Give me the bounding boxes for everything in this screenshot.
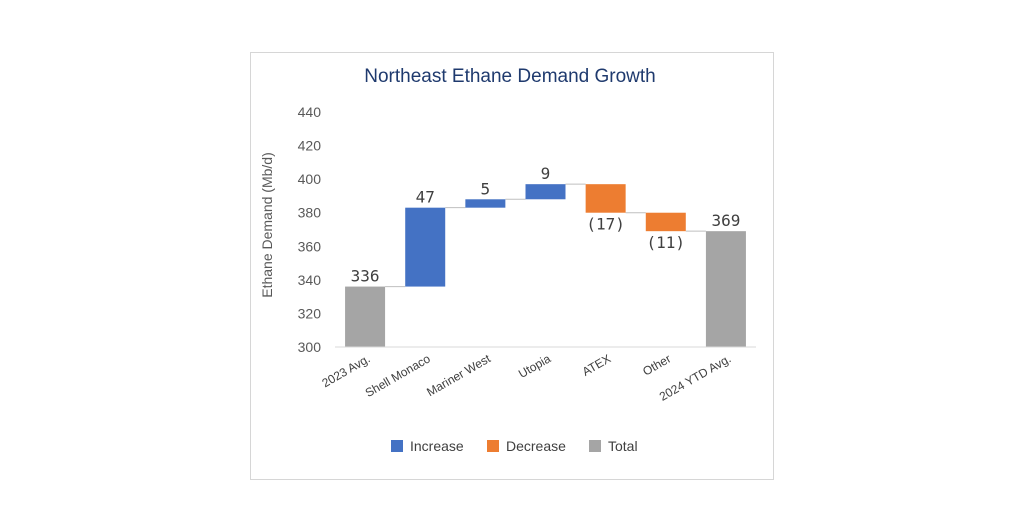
y-axis-label: Ethane Demand (Mb/d) [259, 152, 275, 298]
y-tick-label: 340 [298, 272, 322, 288]
chart-title: Northeast Ethane Demand Growth [364, 66, 656, 87]
bar-decrease [585, 184, 626, 213]
bar-increase [465, 199, 506, 208]
legend-label-increase: Increase [410, 438, 464, 454]
y-tick-label: 360 [298, 238, 322, 254]
y-tick-label: 300 [298, 339, 322, 355]
bar-total [705, 231, 746, 347]
category-label: Other [640, 351, 673, 378]
category-label: Shell Monaco [363, 351, 433, 400]
bar-increase [405, 207, 446, 287]
y-tick-label: 380 [298, 205, 322, 221]
bar-total [345, 286, 386, 347]
category-label: 2023 Avg. [320, 351, 373, 390]
y-tick-label: 320 [298, 305, 322, 321]
category-label: Mariner West [424, 351, 493, 399]
data-label: 9 [541, 164, 551, 183]
data-label: (17) [586, 215, 625, 234]
data-label: 5 [481, 179, 491, 198]
data-label: 336 [351, 267, 380, 286]
legend-swatch-total [589, 440, 601, 452]
y-tick-label: 440 [298, 104, 322, 120]
data-label: 369 [711, 211, 740, 230]
data-label: (11) [647, 233, 686, 252]
data-label: 47 [416, 188, 435, 207]
category-label: ATEX [580, 351, 613, 378]
bar-increase [525, 184, 566, 200]
bar-decrease [645, 212, 686, 232]
category-label: Utopia [516, 351, 553, 381]
legend-swatch-increase [391, 440, 403, 452]
chart-card: Northeast Ethane Demand Growth Ethane De… [250, 52, 774, 480]
legend-label-total: Total [608, 438, 638, 454]
waterfall-chart: Northeast Ethane Demand Growth Ethane De… [259, 66, 756, 454]
y-tick-label: 400 [298, 171, 322, 187]
legend-label-decrease: Decrease [506, 438, 566, 454]
legend-swatch-decrease [487, 440, 499, 452]
y-tick-label: 420 [298, 138, 322, 154]
